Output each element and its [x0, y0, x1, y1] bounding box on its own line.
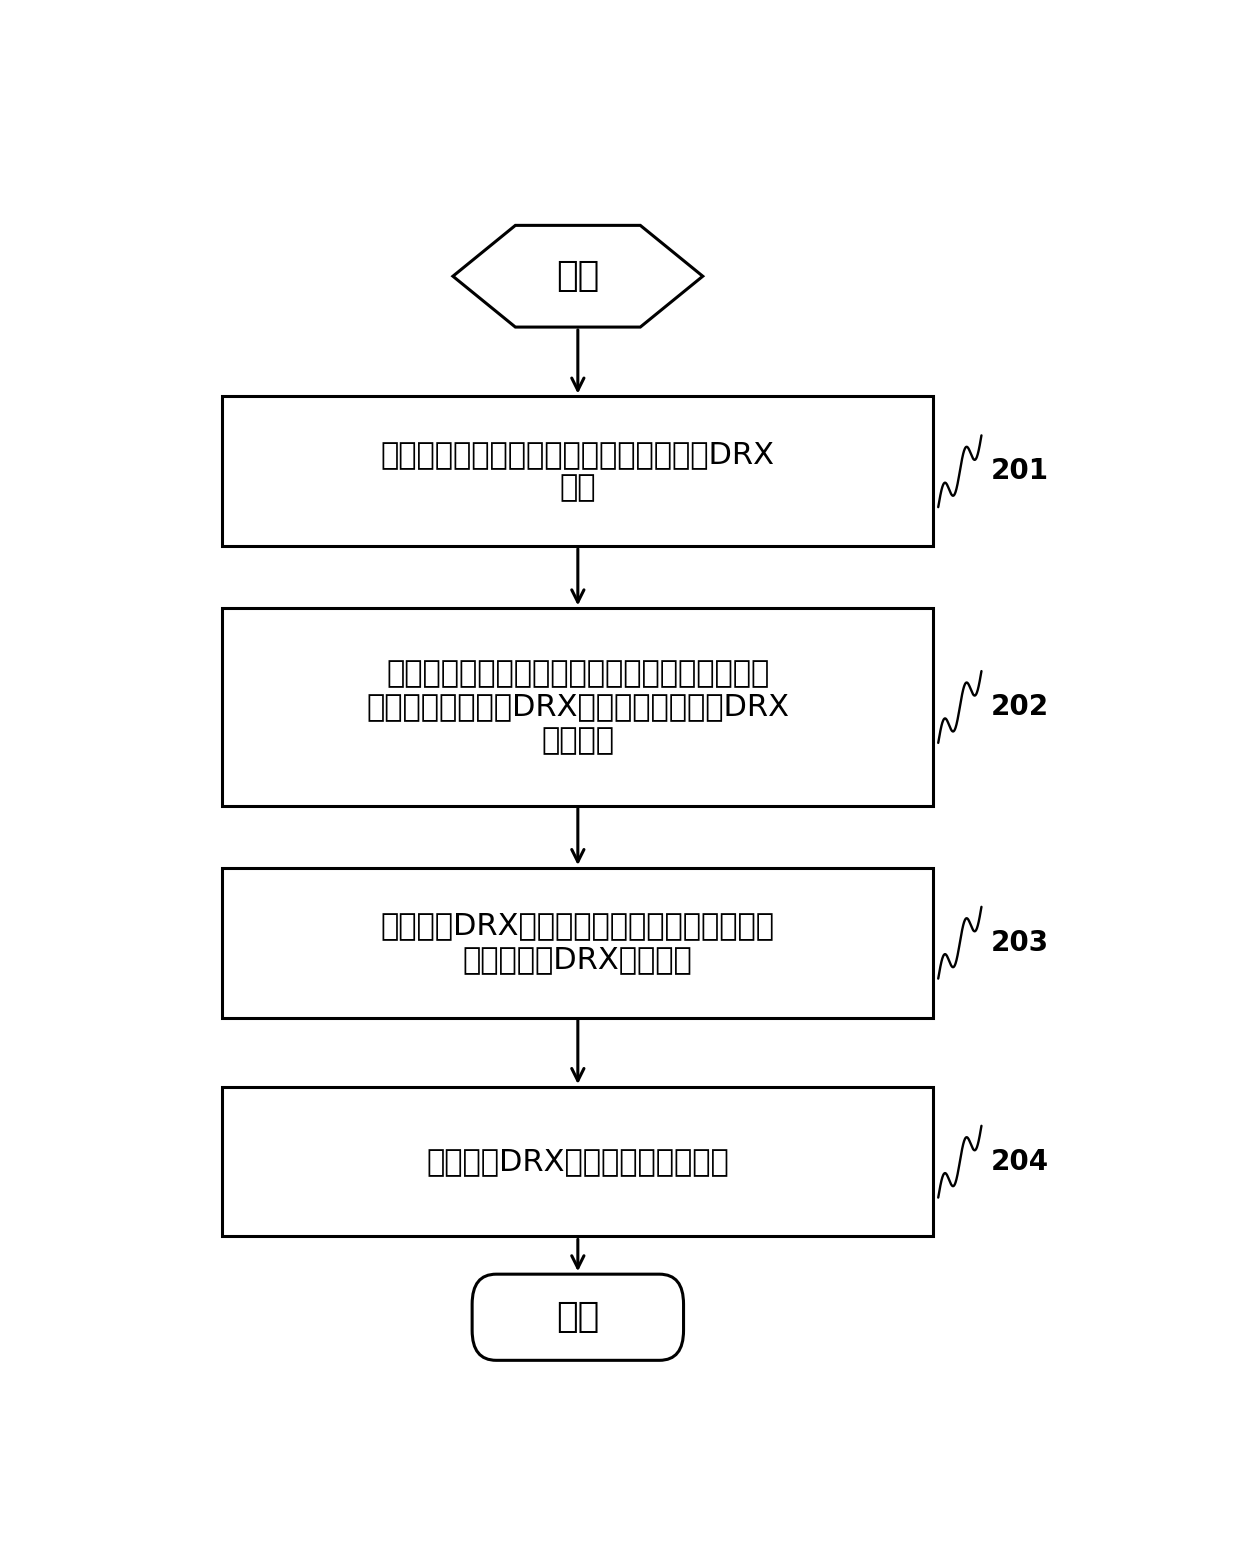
Polygon shape	[453, 225, 703, 326]
Text: 开始: 开始	[557, 260, 599, 294]
FancyBboxPatch shape	[222, 869, 934, 1018]
Text: 202: 202	[991, 693, 1049, 721]
Text: 结束: 结束	[557, 1301, 599, 1335]
Text: 根据上述DRX判决因素，确定终端在所述多个
预定时刻的DRX配置参数: 根据上述DRX判决因素，确定终端在所述多个 预定时刻的DRX配置参数	[381, 911, 775, 974]
FancyBboxPatch shape	[222, 608, 934, 805]
Text: 获取终端状态信息及终端各个业务要求的DRX
信息: 获取终端状态信息及终端各个业务要求的DRX 信息	[381, 440, 775, 502]
Text: 203: 203	[991, 929, 1049, 957]
Text: 将终端状态信息及各个业务在当前时刻之后的多
个预定时刻要求的DRX信息转换为对应的DRX
判决因素: 将终端状态信息及各个业务在当前时刻之后的多 个预定时刻要求的DRX信息转换为对应…	[366, 659, 790, 755]
Text: 将终端的DRX配置参数发送给终端: 将终端的DRX配置参数发送给终端	[427, 1147, 729, 1176]
Text: 201: 201	[991, 457, 1049, 485]
Text: 204: 204	[991, 1148, 1049, 1176]
FancyBboxPatch shape	[222, 1086, 934, 1237]
FancyBboxPatch shape	[222, 396, 934, 545]
FancyBboxPatch shape	[472, 1274, 683, 1360]
